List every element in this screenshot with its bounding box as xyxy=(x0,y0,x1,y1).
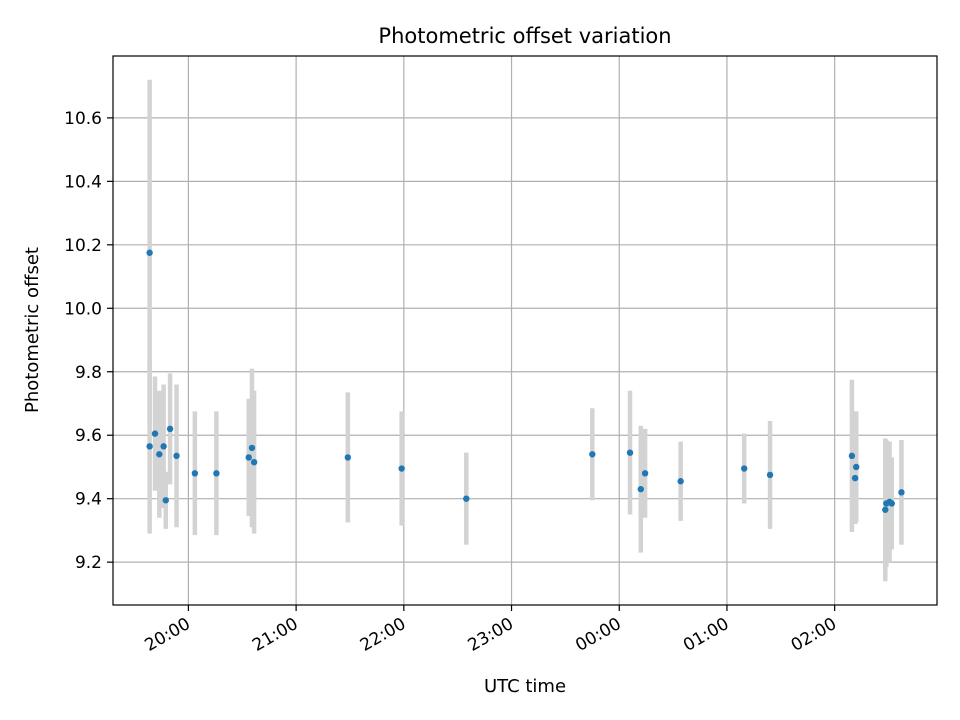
y-tick-label: 10.6 xyxy=(64,109,102,129)
plot-area xyxy=(113,56,937,605)
y-tick-label: 9.4 xyxy=(75,490,102,510)
data-point xyxy=(146,249,153,256)
data-point xyxy=(589,451,596,458)
y-axis-title: Photometric offset xyxy=(22,247,43,413)
data-point xyxy=(398,465,405,472)
data-point xyxy=(213,470,220,477)
data-point xyxy=(766,471,774,479)
data-point xyxy=(245,454,252,461)
data-point xyxy=(173,452,180,460)
x-axis-title: UTC time xyxy=(484,676,566,697)
data-point xyxy=(851,474,859,482)
data-point xyxy=(898,489,905,496)
data-point xyxy=(166,425,174,433)
data-point xyxy=(641,470,649,477)
chart-title: Photometric offset variation xyxy=(378,24,671,48)
data-point xyxy=(888,500,895,507)
y-tick-label: 9.8 xyxy=(75,363,102,383)
plot-frame xyxy=(112,55,938,606)
data-point xyxy=(162,497,169,504)
data-point xyxy=(160,443,167,450)
data-point xyxy=(637,485,644,493)
data-point xyxy=(740,465,748,472)
data-point xyxy=(677,478,684,485)
data-point xyxy=(344,454,352,461)
y-tick-label: 9.2 xyxy=(75,553,102,573)
data-point xyxy=(191,470,199,477)
data-points xyxy=(146,249,905,513)
y-tick-label: 10.4 xyxy=(64,172,102,192)
data-point xyxy=(151,430,159,437)
data-point xyxy=(848,452,856,460)
data-point xyxy=(250,458,258,466)
data-point xyxy=(853,463,860,471)
y-axis-ticks: 9.2 9.4 9.6 9.8 10.0 10.2 10.4 10.6 xyxy=(64,109,113,573)
data-point xyxy=(626,449,634,456)
data-point xyxy=(146,443,153,450)
data-point xyxy=(463,495,470,502)
data-point xyxy=(156,451,163,458)
y-tick-label: 10.0 xyxy=(64,299,102,319)
y-tick-label: 10.2 xyxy=(64,236,102,256)
data-point xyxy=(882,506,889,513)
data-point xyxy=(248,444,256,452)
y-tick-label: 9.6 xyxy=(75,426,102,446)
